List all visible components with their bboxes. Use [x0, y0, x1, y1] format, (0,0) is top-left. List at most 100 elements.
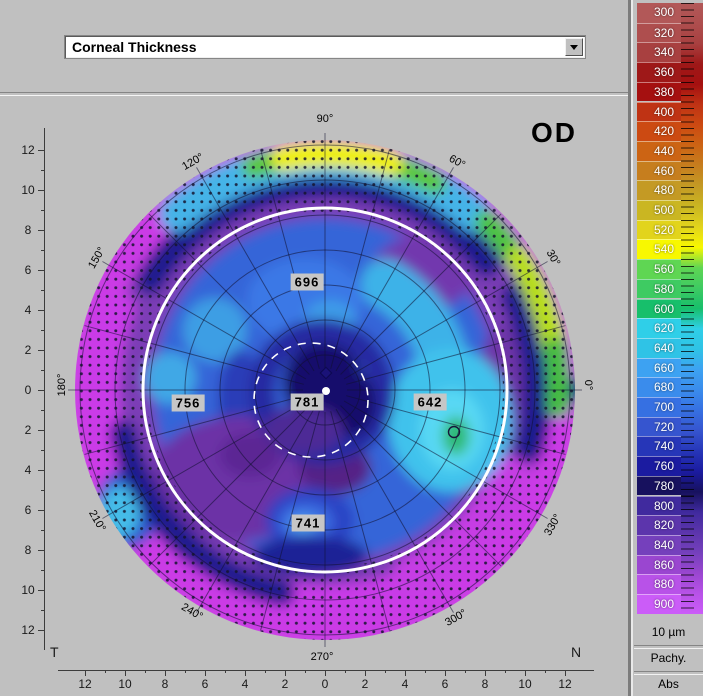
axis-tick [185, 670, 186, 673]
v-axis-label: 8 [24, 543, 32, 557]
measurement-dots-overlay [75, 140, 575, 640]
axis-tick [38, 510, 45, 511]
chevron-down-icon [570, 45, 578, 50]
scale-entry: 440 [637, 140, 681, 161]
axis-tick [41, 370, 45, 371]
scale-unit-label: 10 µm [651, 625, 686, 639]
polar-grid-rings [79, 144, 571, 636]
grid-ring [289, 354, 361, 426]
scale-entry: 640 [637, 337, 681, 358]
map-label-overlay: OD T N 0° 30° 60° 90° 120° 150° 180° 210° 240° 27… [21, 113, 594, 691]
grid-spoke [148, 405, 310, 567]
scale-entry: 340 [637, 42, 681, 63]
degree-label: 60° [446, 152, 468, 172]
dropdown-arrow-button[interactable] [565, 38, 583, 56]
h-axis-label: 8 [161, 677, 169, 691]
scale-entry: 520 [637, 219, 681, 240]
h-axis-label: 12 [558, 677, 572, 691]
grid-spoke [330, 149, 390, 369]
degree-label: 120° [180, 151, 206, 173]
v-axis-label: 4 [24, 463, 32, 477]
grid-spoke [335, 408, 454, 613]
scale-abs-label: Abs [658, 677, 679, 691]
axis-tick [565, 670, 566, 676]
grid-spoke [343, 400, 548, 519]
h-axis-label: 2 [361, 677, 369, 691]
h-axis-label: 10 [118, 677, 132, 691]
thickness-value-label: 741 [291, 514, 325, 532]
axis-tick [41, 410, 45, 411]
h-axis-label: 2 [281, 677, 289, 691]
map-type-dropdown[interactable]: Corneal Thickness [64, 35, 586, 59]
grid-spoke [346, 325, 566, 385]
h-axis-label: 8 [481, 677, 489, 691]
polar-grid-spokes [68, 133, 582, 647]
axis-tick [38, 350, 45, 351]
axis-tick [125, 670, 126, 676]
axis-tick [38, 190, 45, 191]
scale-entry: 500 [637, 200, 681, 220]
v-axis-label: 12 [21, 623, 35, 637]
h-axis-label: 6 [441, 677, 449, 691]
grid-spoke [340, 405, 502, 567]
degree-label: 0° [582, 379, 594, 391]
scale-entry: 420 [637, 121, 681, 141]
grid-spoke [196, 167, 315, 372]
v-axis-label: 6 [24, 503, 32, 517]
thickness-value-label: 781 [290, 393, 324, 411]
axis-tick [38, 630, 45, 631]
grid-spoke [148, 213, 310, 375]
scale-entry: 620 [637, 318, 681, 338]
scale-entry: 400 [637, 101, 681, 122]
degree-label: 240° [179, 601, 205, 623]
axis-tick [41, 530, 45, 531]
grid-ring [184, 249, 466, 531]
color-scale-gradient [681, 3, 703, 614]
position-circle-icon [447, 425, 461, 439]
thickness-value-label: 756 [171, 394, 205, 412]
horizontal-axis [58, 670, 594, 671]
scale-entry: 760 [637, 456, 681, 476]
axis-tick [38, 390, 45, 391]
axis-tick [41, 250, 45, 251]
scale-entry: 380 [637, 81, 681, 102]
v-axis-label: 4 [24, 303, 32, 317]
grid-ring [219, 284, 431, 496]
axis-tick [41, 210, 45, 211]
scale-entry: 800 [637, 495, 681, 516]
thickness-value-label: 642 [413, 393, 447, 411]
scale-entry: 360 [637, 62, 681, 82]
v-axis-label: 12 [21, 143, 35, 157]
axis-tick [385, 670, 386, 673]
scale-entry: 460 [637, 160, 681, 181]
degree-label: 180° [56, 373, 68, 397]
axis-tick [38, 590, 45, 591]
axis-tick [505, 670, 506, 673]
scale-entry: 540 [637, 239, 681, 260]
pupil-dashed-circle [253, 342, 369, 458]
temporal-label: T [50, 644, 59, 660]
scale-entry: 580 [637, 278, 681, 299]
v-axis-label: 6 [24, 263, 32, 277]
axis-tick [41, 290, 45, 291]
axis-tick [245, 670, 246, 676]
axis-tick [41, 450, 45, 451]
degree-label: 270° [310, 651, 334, 663]
axis-tick [38, 550, 45, 551]
axis-tick [38, 270, 45, 271]
eye-side-label: OD [531, 117, 577, 148]
grid-spoke [84, 395, 304, 455]
thickness-value-label: 696 [290, 273, 324, 291]
scale-entry: 600 [637, 298, 681, 319]
scale-groove [634, 671, 703, 675]
scale-mode-label: Pachy. [650, 651, 687, 665]
grid-spoke [196, 408, 315, 613]
axis-tick [345, 670, 346, 673]
axis-tick [41, 570, 45, 571]
axis-tick [445, 670, 446, 676]
v-axis-label: 10 [21, 583, 35, 597]
axis-tick [425, 670, 426, 673]
h-axis-label: 0 [321, 677, 329, 691]
scale-entry: 880 [637, 574, 681, 594]
scale-entry: 320 [637, 22, 681, 43]
